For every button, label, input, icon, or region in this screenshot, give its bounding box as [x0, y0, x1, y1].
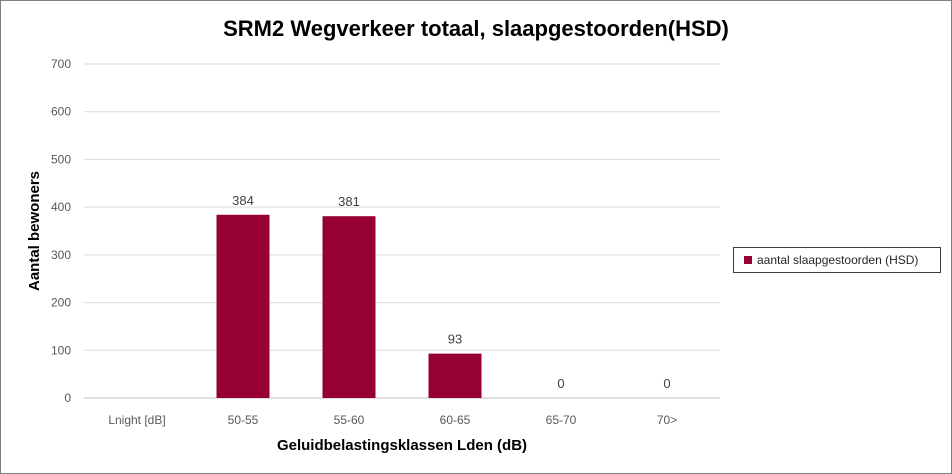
x-tick-label: 50-55	[228, 413, 259, 427]
bar	[428, 353, 482, 398]
data-label: 0	[557, 376, 564, 391]
y-tick-label: 600	[51, 105, 71, 119]
legend-swatch	[744, 256, 752, 264]
x-tick-label: 60-65	[440, 413, 471, 427]
legend-label: aantal slaapgestoorden (HSD)	[757, 253, 919, 267]
x-axis-title: Geluidbelastingsklassen Lden (dB)	[277, 437, 527, 454]
y-tick-label: 300	[51, 248, 71, 262]
x-tick-label: Lnight [dB]	[108, 413, 165, 427]
data-label: 381	[338, 194, 360, 209]
y-tick-label: 700	[51, 57, 71, 71]
y-tick-label: 200	[51, 296, 71, 310]
y-axis-title: Aantal bewoners	[26, 171, 43, 291]
x-tick-label: 55-60	[334, 413, 365, 427]
legend: aantal slaapgestoorden (HSD)	[733, 247, 941, 273]
x-tick-label: 65-70	[546, 413, 577, 427]
y-tick-label: 400	[51, 200, 71, 214]
bar	[322, 216, 376, 398]
y-tick-label: 500	[51, 152, 71, 166]
y-tick-label: 100	[51, 343, 71, 357]
y-tick-label: 0	[64, 391, 71, 405]
data-label: 0	[663, 376, 670, 391]
x-tick-label: 70>	[657, 413, 677, 427]
data-label: 93	[448, 332, 462, 347]
bar	[216, 214, 270, 398]
data-label: 384	[232, 193, 254, 208]
chart-title: SRM2 Wegverkeer totaal, slaapgestoorden(…	[223, 16, 729, 41]
